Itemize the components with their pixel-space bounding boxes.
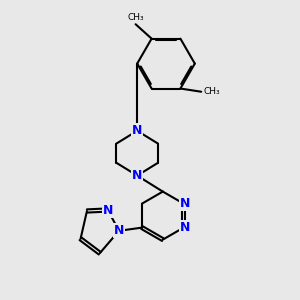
- Text: N: N: [132, 169, 142, 182]
- Text: N: N: [180, 221, 190, 234]
- Text: N: N: [180, 197, 190, 210]
- Text: N: N: [114, 224, 124, 237]
- Text: N: N: [132, 124, 142, 137]
- Text: CH₃: CH₃: [127, 13, 144, 22]
- Text: CH₃: CH₃: [204, 87, 220, 96]
- Text: N: N: [103, 203, 113, 217]
